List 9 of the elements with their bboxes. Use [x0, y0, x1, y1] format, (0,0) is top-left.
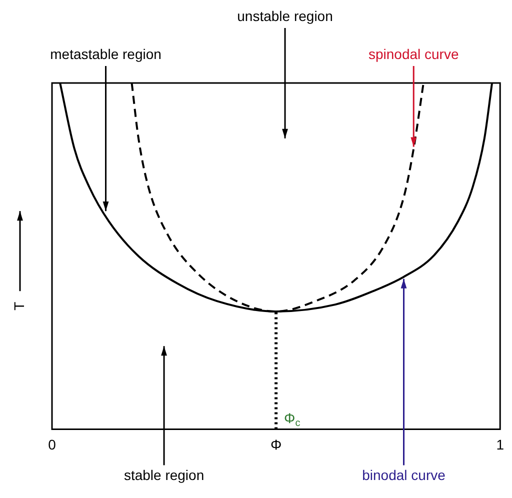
y-axis-title: T — [10, 301, 27, 310]
text: metastable region — [50, 46, 162, 62]
x-tick-label: Φ — [270, 436, 282, 452]
x-tick-label: 1 — [496, 436, 504, 452]
text: binodal curve — [362, 467, 446, 484]
x-tick-label: 0 — [48, 436, 56, 452]
text: stable region — [124, 467, 204, 484]
text: spinodal curve — [368, 46, 459, 62]
text: unstable region — [237, 8, 333, 24]
